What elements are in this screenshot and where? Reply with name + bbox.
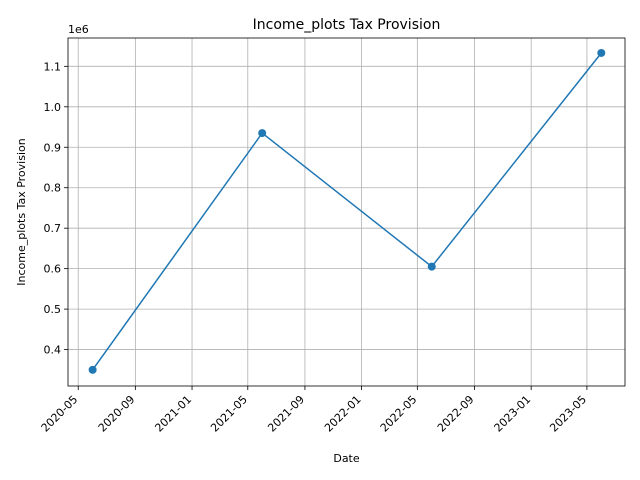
chart-title: Income_plots Tax Provision [253,17,441,33]
y-tick-label: 0.7 [44,222,62,235]
y-tick-label: 0.8 [44,182,62,195]
y-axis-label: Income_plots Tax Provision [15,138,28,285]
x-axis-label: Date [333,452,360,465]
data-point-marker [427,262,436,271]
y-tick-label: 0.4 [44,344,62,357]
y-tick-label: 0.6 [44,263,62,276]
y-offset-label: 1e6 [68,23,89,36]
y-tick-label: 0.9 [44,141,62,154]
data-point-marker [258,129,267,138]
series-line [92,52,602,371]
data-point-marker [597,48,606,57]
y-tick-label: 1.1 [44,60,62,73]
plot-area-frame [67,37,626,387]
grid-lines [68,38,625,386]
series-layer [88,48,606,374]
y-tick-label: 0.5 [44,303,62,316]
data-point-marker [88,365,97,374]
y-tick-label: 1.0 [44,101,62,114]
